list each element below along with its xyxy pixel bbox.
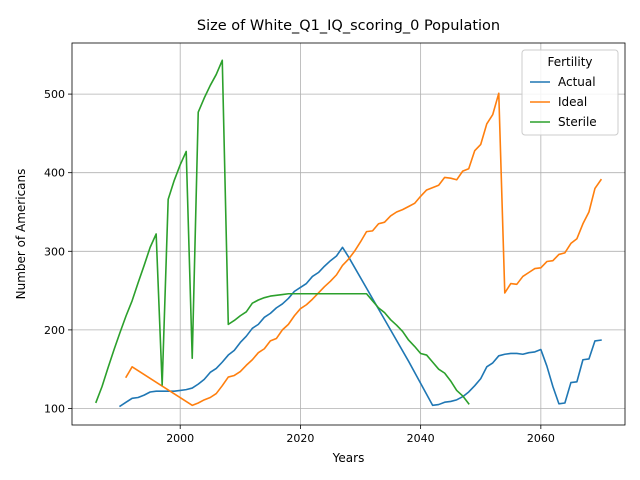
plot-frame — [71, 42, 626, 426]
series-line-actual — [118, 246, 602, 408]
chart-title: Size of White_Q1_IQ_scoring_0 Population — [197, 18, 500, 34]
legend-label-sterile: Sterile — [558, 115, 597, 129]
series-layer — [95, 59, 603, 408]
series-line-ideal — [125, 92, 603, 407]
series-line-sterile — [95, 59, 470, 405]
x-tick-label: 2060 — [527, 432, 555, 445]
y-axis-label: Number of Americans — [14, 169, 28, 300]
legend-label-ideal: Ideal — [558, 95, 587, 109]
legend: Fertility Actual Ideal Sterile — [521, 49, 619, 136]
x-axis-ticks: 2000 2020 2040 2060 — [166, 425, 555, 445]
legend-label-actual: Actual — [558, 75, 596, 89]
y-tick-label: 400 — [44, 167, 65, 180]
y-tick-label: 300 — [44, 245, 65, 258]
x-axis-label: Years — [332, 451, 365, 465]
x-tick-label: 2000 — [166, 432, 194, 445]
x-tick-label: 2040 — [407, 432, 435, 445]
y-tick-label: 200 — [44, 324, 65, 337]
y-tick-label: 100 — [44, 402, 65, 415]
y-tick-label: 500 — [44, 88, 65, 101]
legend-title: Fertility — [547, 55, 592, 69]
legend-box — [521, 49, 619, 136]
y-axis-ticks: 100 200 300 400 500 — [44, 88, 72, 415]
x-tick-label: 2020 — [286, 432, 314, 445]
